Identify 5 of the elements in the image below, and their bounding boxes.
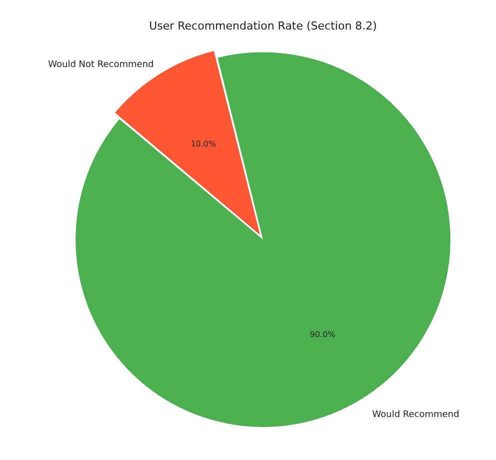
slice-label: Would Recommend	[372, 410, 460, 420]
data-label: 10.0%	[190, 139, 217, 148]
data-label: 90.0%	[310, 330, 336, 340]
slice-label: Would Not Recommend	[48, 60, 154, 70]
chart-title: User Recommendation Rate (Section 8.2)	[149, 19, 377, 32]
